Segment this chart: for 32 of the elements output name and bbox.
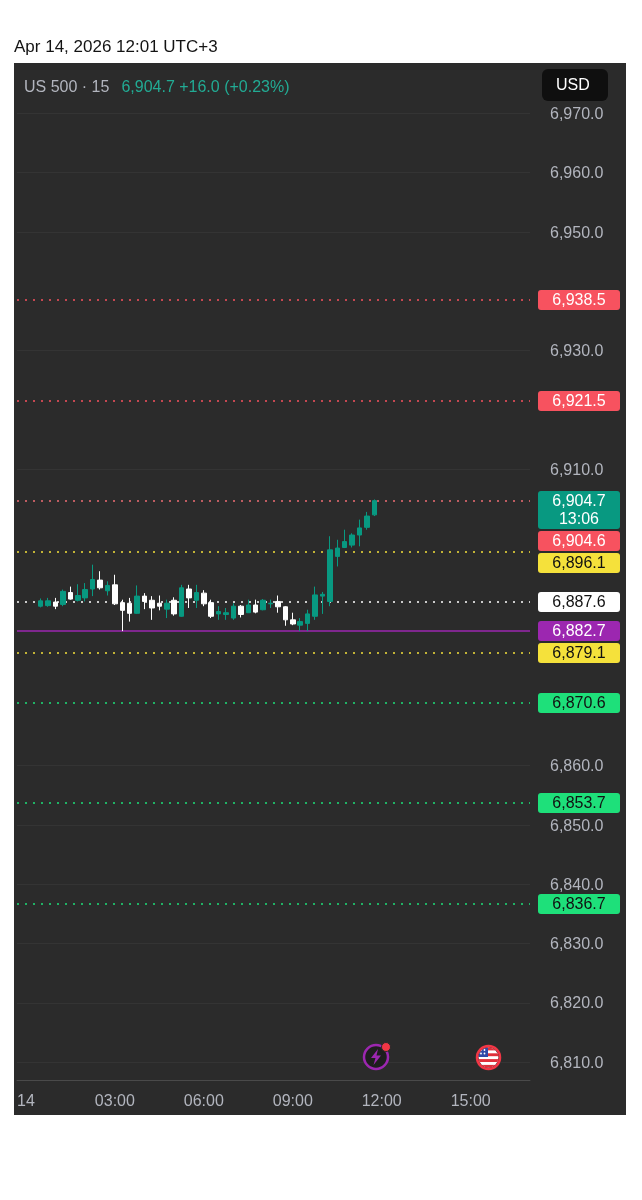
y-tick-label: 6,830.0 [550, 935, 604, 953]
text: Apr 14, 2026 12:01 UTC+3 [14, 36, 218, 58]
ref-line-label: 6,887.6 [538, 592, 620, 613]
x-tick-label: 03:00 [94, 1091, 135, 1109]
text: US 500 · 15 [24, 78, 110, 95]
ref-line-label: 6,879.1 [538, 643, 620, 664]
text: 6,904.7 +16.0 (+0.23%) [121, 78, 290, 95]
y-tick-label: 6,810.0 [550, 1053, 604, 1071]
y-tick-label: 6,820.0 [550, 994, 604, 1012]
ref-line-label: 6,921.5 [538, 391, 620, 411]
x-tick-label: 14 [17, 1091, 35, 1109]
y-tick-label: 6,840.0 [550, 875, 604, 893]
ref-line-label: 6,904.7 13:06 [538, 490, 620, 529]
y-tick-label: 6,930.0 [550, 342, 604, 360]
y-tick-label: 6,860.0 [550, 757, 604, 775]
ref-line-label: 6,836.7 [538, 893, 620, 914]
x-tick-label: 15:00 [450, 1091, 491, 1109]
y-tick-label: 6,970.0 [550, 104, 604, 122]
x-tick-label: 06:00 [183, 1091, 224, 1109]
y-axis-title: USD [542, 69, 608, 101]
y-tick-label: 6,850.0 [550, 816, 604, 834]
ref-line-label: 6,853.7 [538, 793, 620, 814]
x-tick-label: 12:00 [361, 1091, 402, 1109]
y-tick-label: 6,910.0 [550, 460, 604, 478]
ref-line-label: 6,870.6 [538, 692, 620, 713]
ref-line-label: 6,882.7 [538, 621, 620, 642]
ref-line-label: 6,904.6 [538, 530, 620, 551]
x-tick-label: 09:00 [272, 1091, 313, 1109]
ref-line-label: 6,896.1 [538, 552, 620, 573]
y-tick-label: 6,950.0 [550, 223, 604, 241]
ref-line-label: 6,938.5 [538, 290, 620, 311]
y-tick-label: 6,960.0 [550, 164, 604, 182]
